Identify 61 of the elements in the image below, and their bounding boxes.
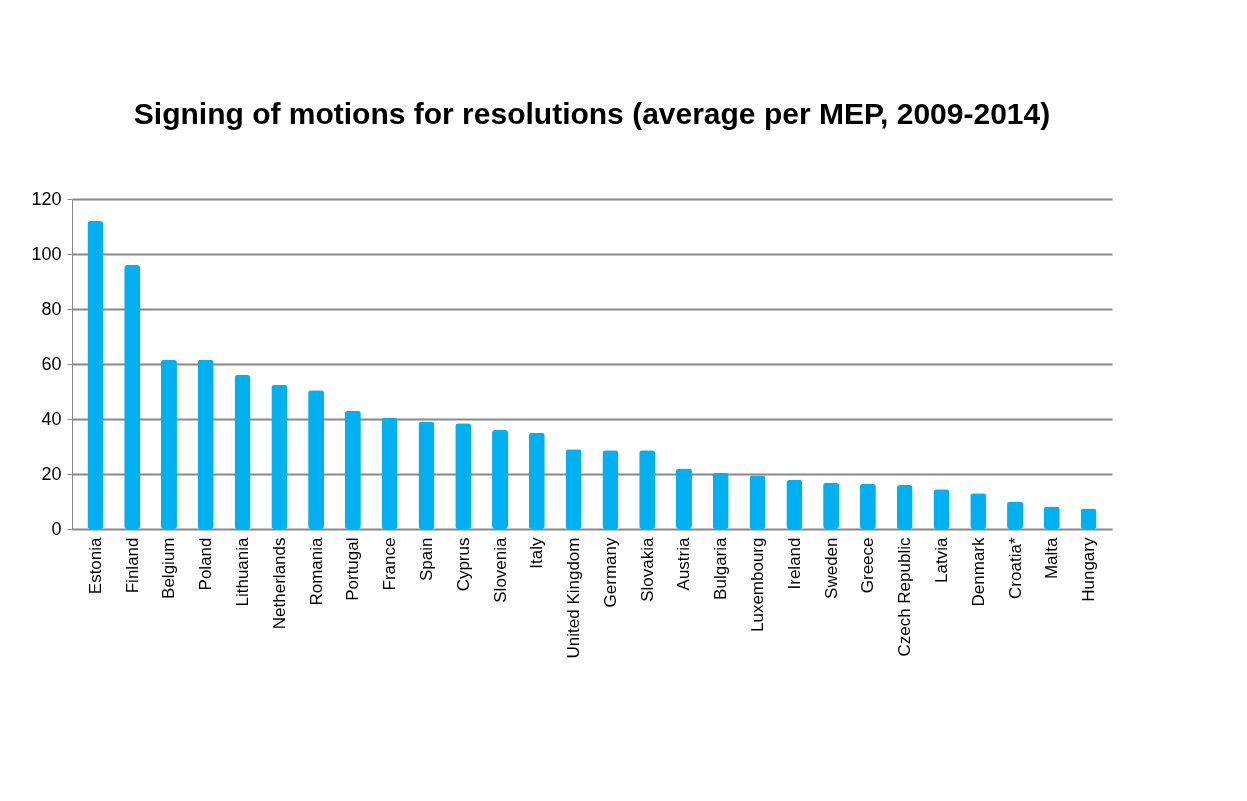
bar: [381, 417, 398, 529]
y-tick-label: 0: [51, 518, 62, 539]
y-tick-label: 120: [31, 188, 62, 209]
bar: [308, 390, 325, 529]
bar: [528, 432, 545, 529]
bar: [455, 423, 472, 529]
x-tick-label: Poland: [196, 537, 216, 591]
x-tick-label: Latvia: [931, 536, 951, 583]
bar: [271, 384, 288, 529]
bar: [124, 265, 141, 529]
y-tick-label: 60: [41, 353, 62, 374]
bar: [602, 450, 619, 529]
bar: [675, 468, 692, 529]
x-tick-label: Czech Republic: [895, 537, 915, 657]
x-tick-label: Spain: [416, 537, 436, 581]
x-tick-label: Luxembourg: [748, 537, 768, 633]
bar: [160, 359, 177, 529]
bar: [896, 485, 913, 529]
bar: [344, 410, 361, 529]
bar: [749, 475, 766, 529]
bar: [418, 421, 435, 529]
x-tick-label: Hungary: [1079, 537, 1099, 602]
x-tick-label: Italy: [527, 537, 547, 569]
x-tick-label: Belgium: [159, 537, 179, 599]
bar: [823, 482, 840, 529]
bar: [87, 221, 104, 529]
x-tick-label: Croatia*: [1005, 537, 1025, 599]
x-tick-label: Denmark: [968, 537, 988, 607]
x-tick-label: Romania: [306, 536, 326, 606]
bar: [565, 449, 582, 529]
bar: [639, 450, 656, 529]
bar: [859, 483, 876, 529]
bar: [786, 480, 803, 529]
x-tick-label: Portugal: [343, 537, 363, 601]
bar: [234, 375, 251, 529]
x-tick-label: Ireland: [784, 537, 804, 590]
x-tick-label: Slovenia: [490, 536, 510, 603]
x-tick-label: Greece: [858, 537, 878, 594]
x-tick-label: Germany: [600, 537, 620, 608]
x-tick-label: Austria: [674, 536, 694, 591]
x-tick-label: Netherlands: [269, 537, 289, 630]
x-tick-label: Finland: [122, 537, 142, 594]
x-tick-label: Lithuania: [233, 536, 253, 607]
x-tick-label: Estonia: [85, 536, 105, 595]
y-tick-label: 20: [41, 463, 62, 484]
bar: [492, 430, 509, 529]
x-tick-label: Sweden: [821, 537, 841, 599]
bar: [933, 489, 950, 529]
x-tick-label: Cyprus: [453, 537, 473, 592]
x-tick-label: United Kingdom: [564, 537, 584, 659]
y-tick-label: 100: [31, 243, 62, 264]
bar: [970, 493, 987, 529]
x-tick-label: Slovakia: [637, 536, 657, 602]
bar: [712, 472, 729, 529]
x-tick-label: Malta: [1042, 536, 1062, 580]
bar: [197, 359, 214, 529]
y-tick-label: 80: [41, 298, 62, 319]
chart-title: Signing of motions for resolutions (average per MEP, 2009-2014): [133, 97, 1051, 130]
y-tick-label: 40: [41, 408, 62, 429]
x-tick-label: Bulgaria: [711, 536, 731, 600]
x-tick-label: France: [380, 537, 400, 591]
